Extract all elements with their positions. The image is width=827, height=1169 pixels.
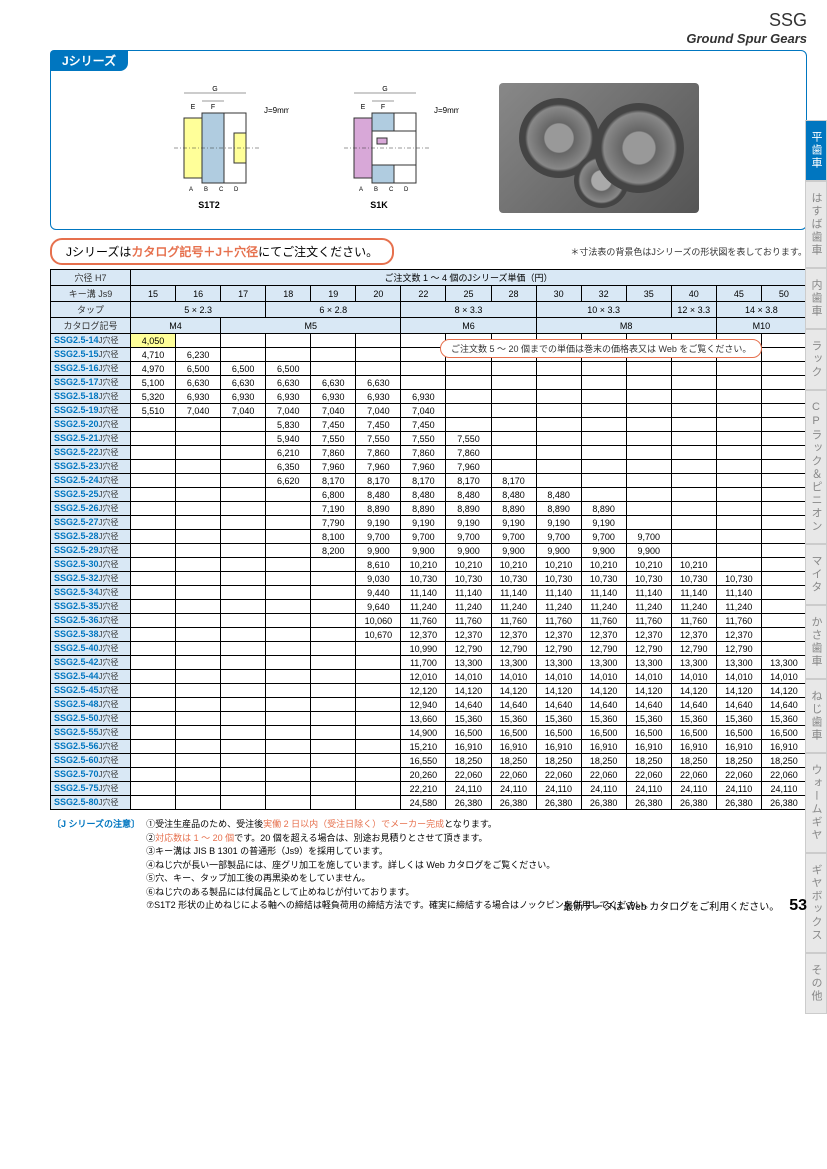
catalog-row: SSG2.5-18J穴径	[51, 390, 131, 404]
diagram-s1k: F E G J=9mm S1K A B C D	[329, 83, 459, 213]
footer-note-item: ②対応数は 1 ～ 20 個です。20 個を超える場合は、別途お見積りとさせて頂…	[146, 832, 653, 846]
catalog-row: SSG2.5-75J穴径	[51, 782, 131, 796]
catalog-row: SSG2.5-56J穴径	[51, 740, 131, 754]
svg-text:E: E	[190, 104, 195, 111]
side-tabs: 平歯車はすば歯車内歯車ラックCPラック＆ピニオンマイタかさ歯車ねじ歯車ウォームギ…	[805, 120, 827, 1014]
page-number: 53	[789, 897, 807, 915]
catalog-row: SSG2.5-22J穴径	[51, 446, 131, 460]
order-note: Jシリーズはカタログ記号＋J＋穴径にてご注文ください。	[50, 238, 394, 265]
side-tab[interactable]: 平歯車	[805, 120, 827, 181]
inset-box: Jシリーズ F E G J=9mm S1T2 A B	[50, 50, 807, 230]
catalog-row: SSG2.5-45J穴径	[51, 684, 131, 698]
catalog-row: SSG2.5-28J穴径	[51, 530, 131, 544]
side-tab[interactable]: ウォームギヤ	[805, 753, 827, 853]
footer-note-item: ①受注生産品のため、受注後実働 2 日以内（受注日除く）でメーカー完成となります…	[146, 818, 653, 832]
catalog-row: SSG2.5-15J穴径	[51, 348, 131, 362]
diagram-s1t2: F E G J=9mm S1T2 A B C D	[159, 83, 289, 213]
catalog-row: SSG2.5-44J穴径	[51, 670, 131, 684]
footer-note-item: ③キー溝は JIS B 1301 の普通形（Js9）を採用しています。	[146, 845, 653, 859]
svg-text:B: B	[374, 187, 378, 193]
side-tab[interactable]: 内歯車	[805, 268, 827, 329]
svg-text:G: G	[382, 86, 387, 93]
catalog-row: SSG2.5-14J穴径	[51, 334, 131, 348]
catalog-row: SSG2.5-40J穴径	[51, 642, 131, 656]
svg-text:A: A	[189, 187, 193, 193]
catalog-row: SSG2.5-70J穴径	[51, 768, 131, 782]
catalog-row: SSG2.5-60J穴径	[51, 754, 131, 768]
catalog-row: SSG2.5-19J穴径	[51, 404, 131, 418]
catalog-row: SSG2.5-21J穴径	[51, 432, 131, 446]
footer-note-item: ⑤穴、キー、タップ加工後の再黒染めをしていません。	[146, 872, 653, 886]
web-note: ご注文数 5 ～ 20 個までの単価は巻末の価格表又は Web をご覧ください。	[440, 339, 762, 358]
catalog-row: SSG2.5-29J穴径	[51, 544, 131, 558]
j-series-tab: Jシリーズ	[50, 50, 128, 71]
catalog-row: SSG2.5-20J穴径	[51, 418, 131, 432]
svg-text:G: G	[212, 86, 217, 93]
subtitle: Ground Spur Gears	[686, 31, 807, 46]
dim-note: ＊寸法表の背景色はJシリーズの形状図を表しております。	[570, 245, 807, 258]
catalog-row: SSG2.5-38J穴径	[51, 628, 131, 642]
footer-note-item: ④ねじ穴が長い一部製品には、座グリ加工を施しています。詳しくは Web カタログ…	[146, 859, 653, 873]
side-tab[interactable]: その他	[805, 953, 827, 1014]
svg-text:D: D	[234, 187, 239, 193]
gear-photo	[499, 83, 699, 213]
catalog-row: SSG2.5-23J穴径	[51, 460, 131, 474]
side-tab[interactable]: CPラック＆ピニオン	[805, 390, 827, 544]
order-note-prefix: Jシリーズは	[66, 245, 131, 259]
svg-text:J=9mm: J=9mm	[434, 106, 459, 115]
catalog-row: SSG2.5-26J穴径	[51, 502, 131, 516]
footer-notes-label: 〔J シリーズの注意〕	[52, 819, 140, 829]
side-tab[interactable]: ギヤボックス	[805, 853, 827, 953]
catalog-row: SSG2.5-55J穴径	[51, 726, 131, 740]
catalog-row: SSG2.5-32J穴径	[51, 572, 131, 586]
catalog-row: SSG2.5-25J穴径	[51, 488, 131, 502]
catalog-row: SSG2.5-27J穴径	[51, 516, 131, 530]
catalog-row: SSG2.5-34J穴径	[51, 586, 131, 600]
side-tab[interactable]: ラック	[805, 329, 827, 390]
catalog-row: SSG2.5-42J穴径	[51, 656, 131, 670]
catalog-row: SSG2.5-24J穴径	[51, 474, 131, 488]
catalog-row: SSG2.5-16J穴径	[51, 362, 131, 376]
catalog-row: SSG2.5-35J穴径	[51, 600, 131, 614]
svg-text:S1T2: S1T2	[198, 200, 220, 210]
svg-text:A: A	[359, 187, 363, 193]
svg-text:F: F	[380, 104, 384, 111]
svg-text:E: E	[360, 104, 365, 111]
order-note-suffix: にてご注文ください。	[258, 245, 378, 259]
svg-text:C: C	[389, 187, 394, 193]
catalog-row: SSG2.5-30J穴径	[51, 558, 131, 572]
svg-text:B: B	[204, 187, 208, 193]
svg-text:F: F	[210, 104, 214, 111]
side-tab[interactable]: マイタ	[805, 544, 827, 605]
side-tab[interactable]: はすば歯車	[805, 181, 827, 268]
catalog-row: SSG2.5-50J穴径	[51, 712, 131, 726]
catalog-row: SSG2.5-36J穴径	[51, 614, 131, 628]
svg-text:J=9mm: J=9mm	[264, 106, 289, 115]
catalog-row: SSG2.5-17J穴径	[51, 376, 131, 390]
svg-text:S1K: S1K	[370, 200, 388, 210]
svg-text:D: D	[404, 187, 409, 193]
catalog-row: SSG2.5-80J穴径	[51, 796, 131, 810]
svg-text:C: C	[219, 187, 224, 193]
side-tab[interactable]: かさ歯車	[805, 605, 827, 679]
order-note-highlight: カタログ記号＋J＋穴径	[131, 245, 258, 259]
footer-text: 最新データは Web カタログをご利用ください。	[563, 898, 779, 913]
catalog-row: SSG2.5-48J穴径	[51, 698, 131, 712]
ssg-title: SSG	[50, 10, 807, 31]
side-tab[interactable]: ねじ歯車	[805, 679, 827, 753]
